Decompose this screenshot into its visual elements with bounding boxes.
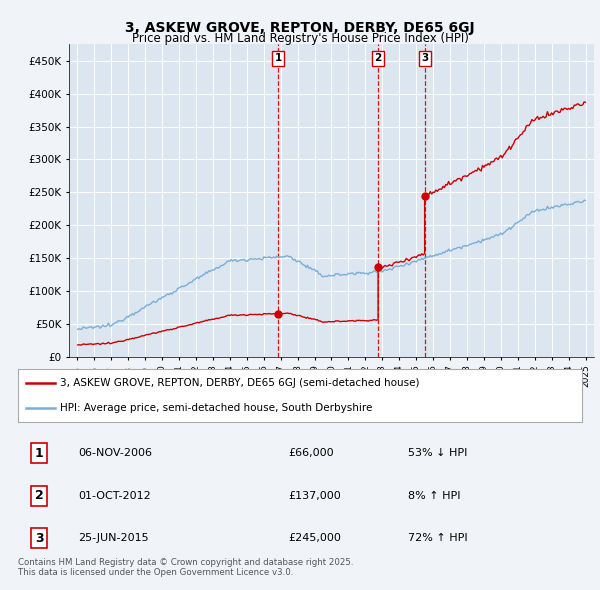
Text: 3: 3 [35, 532, 43, 545]
Text: 3, ASKEW GROVE, REPTON, DERBY, DE65 6GJ (semi-detached house): 3, ASKEW GROVE, REPTON, DERBY, DE65 6GJ … [60, 378, 420, 388]
Text: Price paid vs. HM Land Registry's House Price Index (HPI): Price paid vs. HM Land Registry's House … [131, 32, 469, 45]
Text: 53% ↓ HPI: 53% ↓ HPI [408, 448, 467, 458]
Text: £66,000: £66,000 [288, 448, 334, 458]
Text: £245,000: £245,000 [288, 533, 341, 543]
Text: 8% ↑ HPI: 8% ↑ HPI [408, 491, 461, 500]
Text: 2: 2 [374, 53, 382, 63]
Text: HPI: Average price, semi-detached house, South Derbyshire: HPI: Average price, semi-detached house,… [60, 402, 373, 412]
Text: 1: 1 [275, 53, 282, 63]
Text: 3: 3 [421, 53, 428, 63]
Text: 72% ↑ HPI: 72% ↑ HPI [408, 533, 467, 543]
Text: £137,000: £137,000 [288, 491, 341, 500]
Text: 3, ASKEW GROVE, REPTON, DERBY, DE65 6GJ: 3, ASKEW GROVE, REPTON, DERBY, DE65 6GJ [125, 21, 475, 35]
Text: 25-JUN-2015: 25-JUN-2015 [78, 533, 149, 543]
Text: Contains HM Land Registry data © Crown copyright and database right 2025.
This d: Contains HM Land Registry data © Crown c… [18, 558, 353, 577]
Text: 01-OCT-2012: 01-OCT-2012 [78, 491, 151, 500]
Text: 1: 1 [35, 447, 43, 460]
Text: 06-NOV-2006: 06-NOV-2006 [78, 448, 152, 458]
Text: 2: 2 [35, 489, 43, 502]
